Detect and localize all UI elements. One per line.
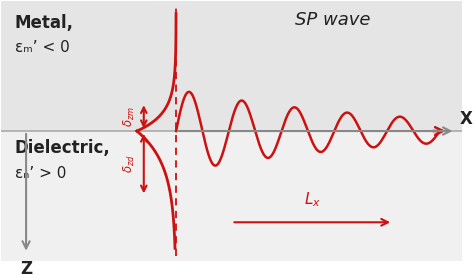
Bar: [0, 131, 462, 261]
Text: Metal,: Metal,: [15, 14, 73, 32]
Bar: [0, 1, 462, 131]
Text: SP wave: SP wave: [295, 11, 371, 29]
Text: εₘ’ < 0: εₘ’ < 0: [15, 40, 69, 55]
Text: Dielectric,: Dielectric,: [15, 139, 110, 157]
Text: Z: Z: [20, 260, 32, 278]
Text: $L_x$: $L_x$: [304, 191, 321, 209]
Text: $\delta_{zm}$: $\delta_{zm}$: [122, 106, 137, 127]
Text: X: X: [460, 110, 473, 128]
Text: $\delta_{zd}$: $\delta_{zd}$: [122, 154, 137, 173]
Text: εₙ’ > 0: εₙ’ > 0: [15, 166, 66, 181]
